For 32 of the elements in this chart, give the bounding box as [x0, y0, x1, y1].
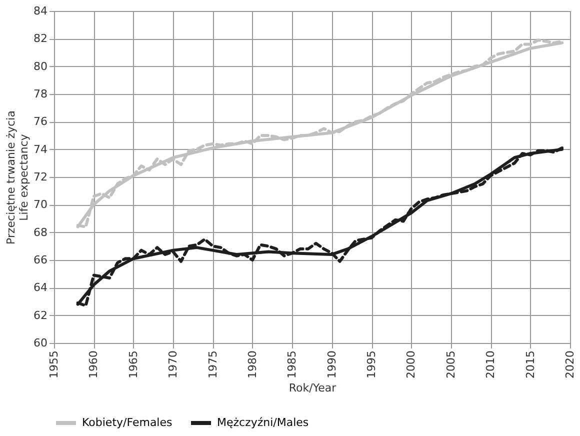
- x-tick-label: 2015: [524, 350, 537, 378]
- x-axis-title: Rok/Year: [288, 381, 337, 394]
- text: Przeciętne trwanie życia: [4, 110, 18, 244]
- y-tick-label: 76: [34, 115, 48, 128]
- y-tick-label: 62: [34, 308, 48, 322]
- y-tick-label: 74: [34, 142, 48, 156]
- text: Life expectancy: [18, 134, 31, 221]
- x-tick-label: 1985: [286, 350, 299, 378]
- y-tick-label: 72: [34, 170, 48, 184]
- y-tick-label: 80: [34, 60, 48, 73]
- x-tick-label: 2010: [484, 350, 498, 378]
- legend-label: Kobiety/Females: [82, 416, 173, 429]
- y-tick-label: 78: [34, 88, 48, 100]
- x-tick-label: 1975: [206, 350, 220, 378]
- y-tick-label: 82: [34, 32, 48, 46]
- x-tick-label: 1965: [126, 350, 140, 378]
- legend-label: Mężczyźni/Males: [217, 416, 309, 429]
- x-tick-label: 1990: [325, 350, 338, 378]
- y-tick-label: 68: [34, 226, 48, 239]
- y-tick-label: 84: [34, 4, 48, 18]
- x-tick-label: 1960: [87, 350, 100, 378]
- x-tick-label: 1970: [166, 350, 180, 378]
- y-tick-label: 66: [34, 254, 48, 266]
- x-tick-label: 2020: [564, 350, 576, 378]
- y-tick-label: 60: [34, 336, 48, 350]
- x-tick-label: 1980: [246, 350, 259, 378]
- x-tick-label: 1995: [365, 350, 378, 378]
- x-tick-label: 2000: [404, 350, 418, 378]
- x-tick-label: 2005: [444, 350, 458, 378]
- x-tick-label: 1955: [48, 350, 60, 378]
- y-tick-label: 64: [34, 281, 48, 294]
- y-tick-label: 70: [34, 198, 48, 212]
